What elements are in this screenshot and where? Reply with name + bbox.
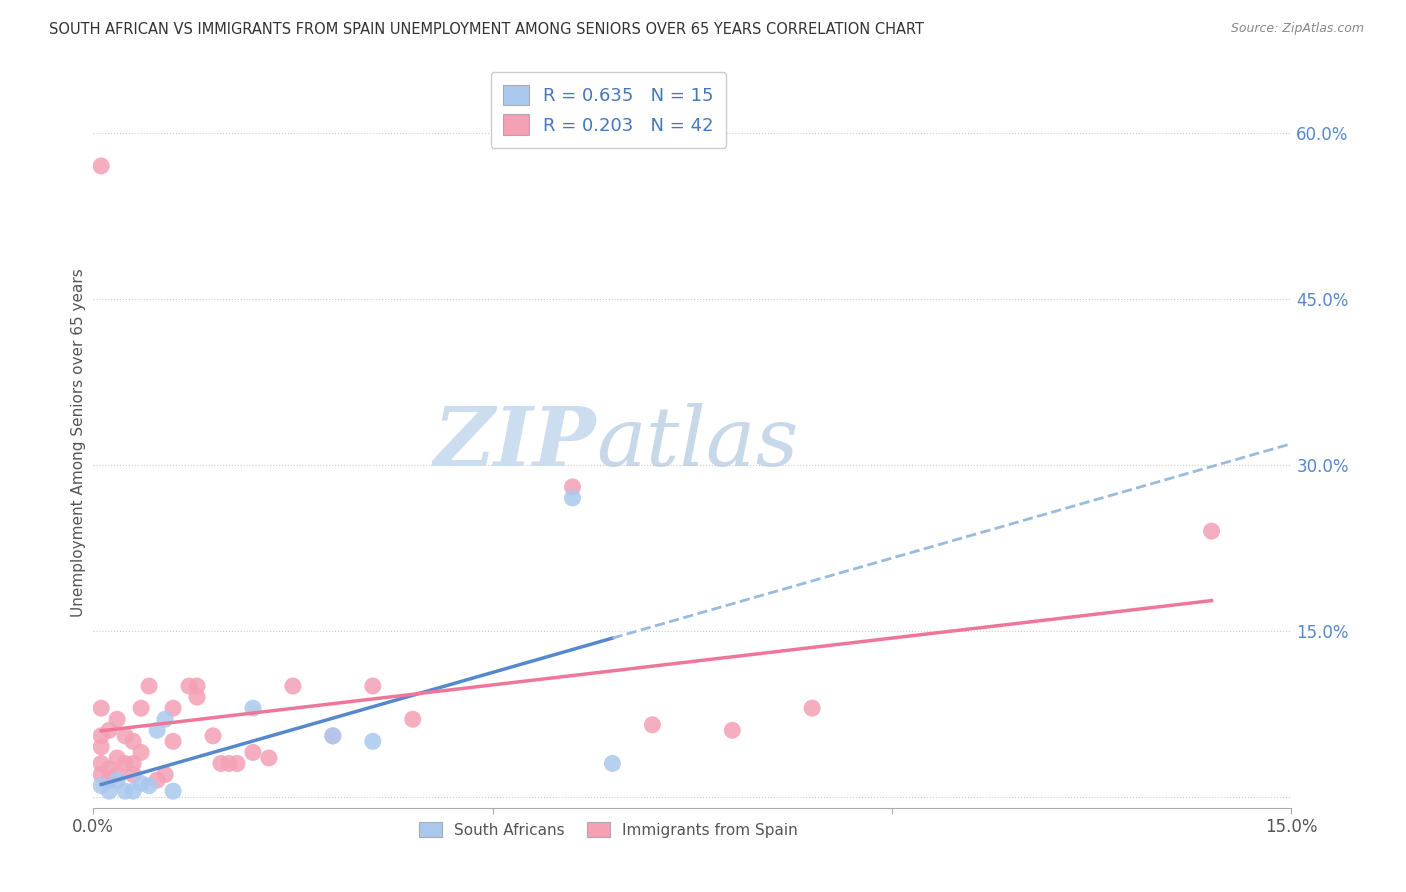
Point (90, 779, 112, 793)
Point (322, 729, 344, 743)
Point (90, 729, 112, 743)
Point (129, 701, 152, 715)
Point (186, 679, 208, 693)
Point (90, 701, 112, 715)
Point (146, 773, 169, 788)
Point (122, 756, 145, 771)
Point (361, 679, 384, 693)
Point (129, 746, 152, 760)
Point (242, 701, 264, 715)
Point (801, 701, 824, 715)
Point (90, 756, 112, 771)
Point (98, 762, 121, 776)
Text: ZIP: ZIP (434, 402, 596, 483)
Point (218, 756, 240, 771)
Point (322, 729, 344, 743)
Text: Source: ZipAtlas.com: Source: ZipAtlas.com (1230, 22, 1364, 36)
Y-axis label: Unemployment Among Seniors over 65 years: Unemployment Among Seniors over 65 years (72, 268, 86, 617)
Legend: South Africans, Immigrants from Spain: South Africans, Immigrants from Spain (412, 815, 804, 844)
Point (153, 712, 176, 726)
Point (162, 784, 184, 798)
Point (114, 756, 136, 771)
Point (561, 491, 583, 505)
Point (129, 776, 152, 790)
Point (226, 756, 249, 771)
Point (162, 734, 184, 748)
Point (105, 712, 128, 726)
Point (561, 480, 583, 494)
Point (98, 723, 121, 738)
Point (146, 723, 169, 738)
Point (641, 718, 664, 732)
Point (721, 723, 744, 738)
Point (138, 679, 160, 693)
Point (402, 712, 425, 726)
Point (114, 784, 136, 798)
Point (122, 734, 145, 748)
Point (90, 767, 112, 781)
Point (105, 767, 128, 781)
Text: SOUTH AFRICAN VS IMMIGRANTS FROM SPAIN UNEMPLOYMENT AMONG SENIORS OVER 65 YEARS : SOUTH AFRICAN VS IMMIGRANTS FROM SPAIN U… (49, 22, 924, 37)
Point (98, 784, 121, 798)
Point (138, 779, 160, 793)
Text: atlas: atlas (596, 402, 799, 483)
Point (281, 679, 304, 693)
Point (153, 767, 176, 781)
Point (177, 679, 200, 693)
Point (361, 734, 384, 748)
Point (90, 159, 112, 173)
Point (90, 739, 112, 754)
Point (98, 773, 121, 788)
Point (242, 746, 264, 760)
Point (105, 751, 128, 765)
Point (257, 751, 280, 765)
Point (122, 784, 145, 798)
Point (602, 756, 624, 771)
Point (162, 701, 184, 715)
Point (122, 767, 145, 781)
Point (209, 756, 232, 771)
Point (186, 690, 208, 704)
Point (105, 773, 128, 788)
Point (1201, 524, 1223, 538)
Point (114, 729, 136, 743)
Point (202, 729, 225, 743)
